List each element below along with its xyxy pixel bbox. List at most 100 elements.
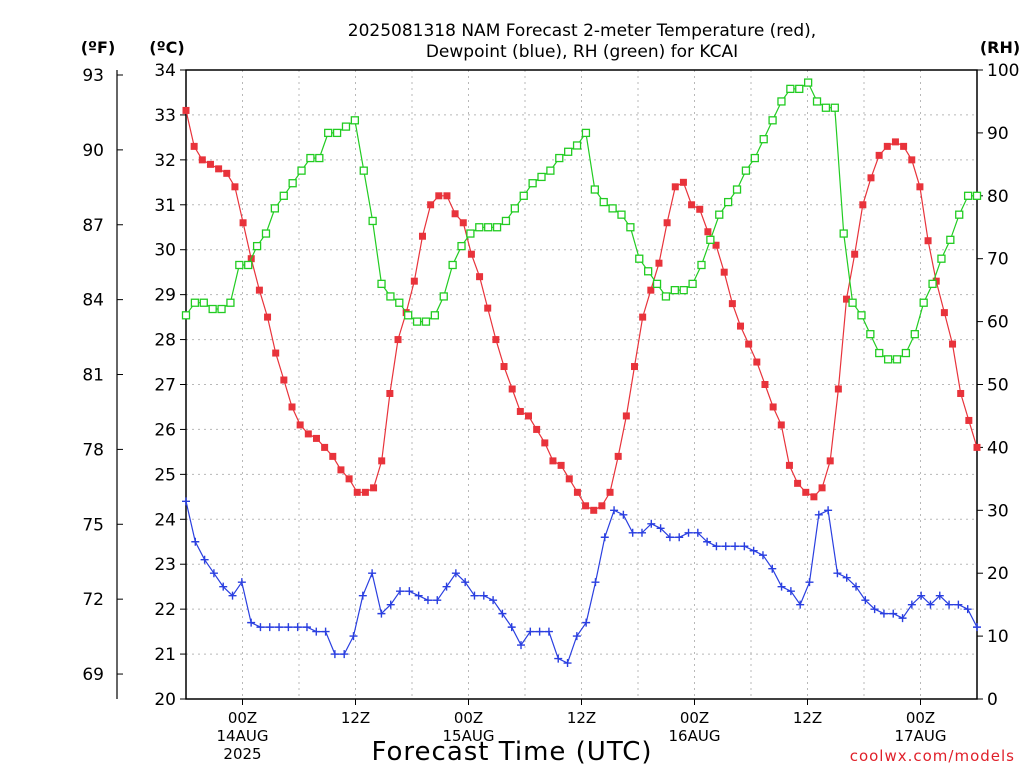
temperature-point [582,502,590,510]
dewpoint-point [237,578,246,587]
temperature-point [916,183,924,191]
x-time-label: 12Z [341,709,370,727]
rh-point [412,317,422,326]
rh-point [883,355,893,364]
rh-unit-label: (RH) [980,38,1020,57]
dewpoint-point [796,600,805,609]
rh-point [599,197,608,207]
dewpoint-point [777,582,786,591]
temperature-point [418,232,426,240]
dewpoint-point [926,600,935,609]
celsius-tick-label: 25 [154,465,176,485]
fahrenheit-tick-label: 81 [82,366,104,386]
temperature-point [598,502,606,510]
temperature-point [361,488,369,496]
dewpoint-point [824,506,833,515]
temperature-point [965,416,973,424]
temperature-point [198,156,206,164]
dewpoint-point [200,555,209,564]
temperature-point [802,488,810,496]
rh-point [448,260,457,270]
dewpoint-point [191,537,200,546]
temperature-point [337,466,345,474]
dewpoint-point [721,542,730,551]
temperature-point [728,300,736,308]
dewpoint-point [284,623,293,632]
dewpoint-point [637,528,646,537]
rh-point [297,166,306,175]
dewpoint-point [712,542,721,551]
rh-point [226,298,235,307]
x-time-label: 00Z [906,709,935,727]
rh-point [457,241,466,251]
rh-point [466,229,475,238]
rh-point [910,330,919,339]
temperature-point [190,142,198,150]
dewpoint-point [898,614,907,623]
rh-point [875,348,884,358]
rh-point [715,210,724,219]
temperature-point [459,219,467,227]
rh-point [350,116,360,125]
dewpoint-point [907,600,916,609]
rh-point [644,267,653,276]
rh-point [706,235,715,244]
temperature-point [875,151,883,159]
dewpoint-point [219,582,228,591]
dewpoint-point [814,510,823,519]
dewpoint-point [349,632,358,641]
fahrenheit-tick-label: 87 [82,216,104,236]
fahrenheit-tick-label: 90 [82,141,104,161]
temperature-point [614,452,622,460]
celsius-tick-label: 27 [154,376,176,396]
rh-point [750,153,759,163]
temperature-point [353,488,361,496]
temperature-point [557,461,565,469]
celsius-tick-label: 22 [154,600,176,620]
rh-point [679,285,688,295]
rh-point [661,292,671,301]
rh-tick-label: 50 [987,376,1009,396]
dewpoint-point [805,578,814,587]
temperature-point [264,313,272,321]
temperature-point [859,201,867,209]
temperature-point [622,412,630,420]
rh-point [475,223,484,232]
fahrenheit-tick-label: 69 [82,665,104,685]
temperature-point [304,430,312,438]
temperature-point [891,138,899,146]
dewpoint-point [517,641,526,650]
rh-point [732,185,742,194]
rh-point [261,229,271,238]
rh-point [901,348,911,358]
temperature-point [321,443,329,451]
rh-point [395,298,404,307]
fahrenheit-tick-label: 72 [82,590,104,610]
dewpoint-point [917,591,926,600]
rh-point [404,311,413,320]
celsius-tick-label: 26 [154,420,176,440]
rh-point [279,191,288,200]
temperature-point [492,336,500,344]
temperature-point [712,241,720,249]
temperature-point [508,385,516,393]
temperature-point [867,174,875,182]
rh-point [937,254,946,263]
temperature-point [704,228,712,236]
temperature-point [223,169,231,177]
rh-tick-label: 40 [987,438,1009,458]
series-rh [181,78,982,364]
dewpoint-point [749,546,758,555]
rh-point [359,166,368,175]
rh-point [252,241,262,251]
temperature-point [753,358,761,366]
temperature-point [255,286,263,294]
rh-point [626,223,635,232]
rh-point [537,172,546,182]
dewpoint-point [647,519,656,528]
rh-point [332,128,342,138]
dewpoint-point [591,578,600,587]
rh-point [519,191,528,200]
temperature-point [500,363,508,371]
temperature-point [826,457,834,465]
